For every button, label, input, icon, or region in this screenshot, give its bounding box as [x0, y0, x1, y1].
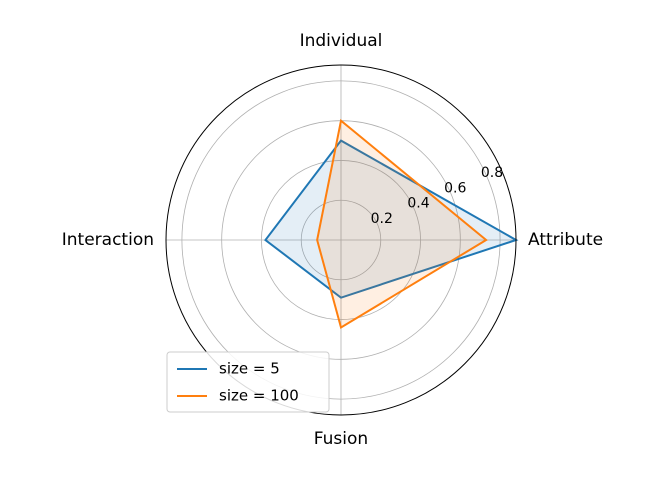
series-area	[265, 140, 516, 298]
legend: size = 5 size = 100	[166, 351, 330, 413]
legend-label: size = 100	[219, 387, 299, 405]
category-label: Individual	[300, 31, 383, 51]
outer-frame	[165, 64, 517, 416]
r-tick-label: 0.4	[407, 196, 429, 212]
series-line	[264, 139, 519, 299]
r-tick-label: 0.8	[481, 165, 503, 181]
category-label: Interaction	[62, 230, 154, 250]
r-tick-label: 0.2	[371, 211, 393, 227]
category-label: Fusion	[314, 429, 368, 449]
category-label: Attribute	[528, 230, 603, 250]
legend-frame	[166, 351, 330, 413]
legend-label: size = 5	[219, 360, 280, 378]
r-tick-label: 0.6	[444, 180, 466, 196]
series-line	[316, 118, 488, 330]
series-area	[317, 120, 487, 328]
